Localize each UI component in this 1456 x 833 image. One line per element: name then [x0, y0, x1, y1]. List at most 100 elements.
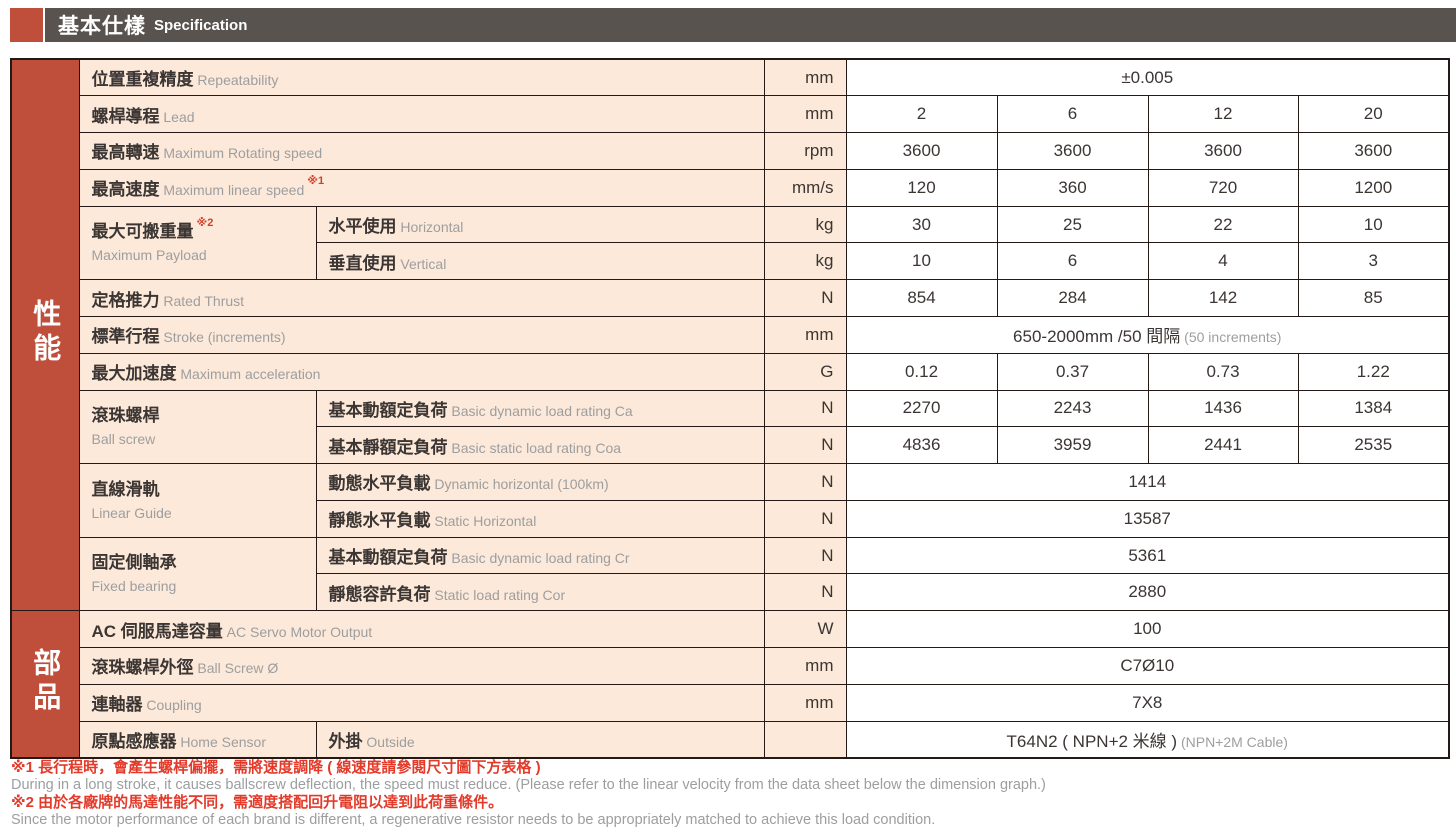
unit-cell: N [763, 279, 847, 317]
value-text: 13587 [1123, 508, 1171, 528]
value-cell: 2441 [1147, 426, 1299, 465]
value-cell: 10 [1297, 205, 1450, 244]
value-cell: T64N2 ( NPN+2 米線 ) (NPN+2M Cable) [845, 720, 1450, 759]
sub-label-en: Basic static load rating Coa [447, 439, 622, 456]
value-cell: 3959 [996, 426, 1149, 465]
spec-row: 性能 位置重複精度 Repeatability mm ±0.005 [10, 58, 1450, 612]
row-label-cell: AC 伺服馬達容量 AC Servo Motor Output [78, 610, 765, 648]
sub-label-cell: 基本動額定負荷 Basic dynamic load rating Cr [315, 536, 765, 575]
section-cell: 部品 [10, 610, 80, 759]
sub-label-zh: 基本動額定負荷 [328, 400, 448, 420]
value-text: 1414 [1128, 471, 1167, 491]
value-cell: 1384 [1297, 389, 1450, 428]
sub-label-cell: 外掛 Outside [315, 720, 765, 759]
spec-row: 靜態水平負載 Static Horizontal N 13587 [11, 499, 1450, 538]
unit-cell: mm [763, 58, 847, 97]
row-label-zh: 位置重複精度 [91, 70, 194, 90]
section-label: 部品 [30, 647, 62, 716]
spec-row: 基本靜額定負荷 Basic static load rating Coa N 483… [11, 426, 1450, 465]
value-cell: 720 [1147, 168, 1299, 207]
unit-cell: mm [763, 95, 847, 134]
value-cell: 1.22 [1297, 352, 1450, 391]
row-label-cell: 原點感應器 Home Sensor [78, 720, 317, 759]
row-label-zh: 連軸器 [91, 695, 143, 715]
footnote-ref: ※2 [193, 216, 214, 229]
group-label-en: Fixed bearing [91, 578, 177, 595]
group-label-cell: 滾珠螺桿 Ball screw [78, 389, 317, 465]
value-cell: 4836 [845, 426, 998, 465]
unit-cell: rpm [763, 132, 847, 170]
row-label-cell: 連軸器 Coupling [78, 683, 765, 722]
spec-row: 部品 AC 伺服馬達容量 AC Servo Motor Output W 100 [10, 610, 1450, 759]
value-cell: 6 [996, 95, 1149, 134]
row-label-en: Maximum Rotating speed [159, 145, 323, 162]
footnote-1-zh: ※1 長行程時，會產生螺桿偏擺，需將速度調降 ( 線速度請參閱尺寸圖下方表格 ) [11, 759, 541, 776]
value-text: T64N2 ( NPN+2 米線 ) [1006, 731, 1178, 751]
unit-cell: mm [763, 683, 847, 722]
group-label-cell: 固定側軸承 Fixed bearing [78, 536, 317, 612]
row-label-cell: 定格推力 Rated Thrust [78, 279, 765, 317]
group-label-cell: 最大可搬重量 ※2 Maximum Payload [78, 205, 317, 281]
sub-label-zh: 基本靜額定負荷 [328, 437, 448, 457]
value-cell: 142 [1147, 279, 1299, 317]
sub-label-zh: 水平使用 [328, 217, 397, 237]
group-label-en: Maximum Payload [91, 247, 207, 264]
sub-label-cell: 水平使用 Horizontal [315, 205, 765, 244]
value-cell: 854 [845, 279, 998, 317]
sub-label-zh: 外掛 [328, 731, 363, 751]
unit-cell: N [763, 426, 847, 465]
unit-cell: N [763, 499, 847, 538]
row-label-en: Ball Screw Ø [193, 660, 279, 677]
row-label-en: Home Sensor [176, 733, 266, 750]
value-text: 5361 [1128, 545, 1167, 565]
sub-label-en: Outside [362, 733, 415, 750]
value-text: 7X8 [1132, 692, 1163, 712]
footnotes: ※1 長行程時，會產生螺桿偏擺，需將速度調降 ( 線速度請參閱尺寸圖下方表格 )… [11, 759, 1450, 829]
value-cell: 85 [1297, 279, 1450, 317]
value-cell: 2880 [845, 573, 1450, 612]
value-cell: 20 [1297, 95, 1450, 134]
group-label-en: Ball screw [91, 430, 156, 447]
group-label-zh: 最大可搬重量 ※2 [91, 216, 214, 242]
accent-square [10, 8, 43, 42]
row-label-cell: 位置重複精度 Repeatability [78, 58, 765, 97]
sub-label-cell: 靜態水平負載 Static Horizontal [315, 499, 765, 538]
group-label-en: Linear Guide [91, 504, 172, 521]
spec-row: 最大可搬重量 ※2 Maximum Payload 水平使用 Horizontal k… [11, 205, 1450, 281]
sub-label-en: Static load rating Cor [430, 586, 566, 603]
sub-label-en: Dynamic horizontal (100km) [430, 476, 609, 493]
spec-row: 最高速度 Maximum linear speed ※1 mm/s 120 360 72… [11, 168, 1450, 207]
sub-label-en: Horizontal [396, 219, 464, 236]
value-text: 650-2000mm /50 間隔 [1013, 327, 1181, 347]
unit-cell: N [763, 389, 847, 428]
spec-row: 最高轉速 Maximum Rotating speed rpm 3600 3600 36… [11, 132, 1450, 170]
sub-label-zh: 垂直使用 [328, 253, 397, 273]
unit-cell: N [763, 463, 847, 501]
row-label-cell: 最高速度 Maximum linear speed ※1 [78, 168, 765, 207]
row-label-zh: 最高轉速 [91, 143, 160, 163]
spec-row: 直線滑軌 Linear Guide 動態水平負載 Dynamic horizonta… [11, 463, 1450, 538]
spec-row: 最大加速度 Maximum acceleration G 0.12 0.37 0.73 1… [11, 352, 1450, 391]
value-cell: 2 [845, 95, 998, 134]
row-label-zh: 定格推力 [91, 290, 160, 310]
unit-cell: mm [763, 315, 847, 354]
footnote-ref: ※1 [304, 174, 325, 187]
value-cell: 0.73 [1147, 352, 1299, 391]
page-title-en: Specification [154, 16, 248, 34]
row-label-zh: 螺桿導程 [91, 106, 160, 126]
spec-row: 標準行程 Stroke (increments) mm 650-2000mm /50… [11, 315, 1450, 354]
value-subtext: (50 increments) [1180, 329, 1282, 346]
row-label-en: Maximum linear speed [159, 182, 305, 199]
spec-row: 原點感應器 Home Sensor 外掛 Outside T64N2 ( NPN+2… [11, 720, 1450, 759]
sub-label-zh: 靜態水平負載 [328, 511, 431, 531]
value-text: 2880 [1128, 582, 1167, 602]
sub-label-en: Basic dynamic load rating Cr [447, 550, 630, 567]
row-label-zh: 最大加速度 [91, 364, 177, 384]
value-cell: 100 [845, 610, 1450, 648]
spec-row: 垂直使用 Vertical kg 10 6 4 3 [11, 242, 1450, 281]
sub-label-cell: 垂直使用 Vertical [315, 242, 765, 281]
row-label-en: AC Servo Motor Output [222, 623, 373, 640]
value-cell: 3 [1297, 242, 1450, 281]
spec-table-body: 性能 位置重複精度 Repeatability mm ±0.005 螺桿導程 Lead m… [10, 58, 1450, 759]
